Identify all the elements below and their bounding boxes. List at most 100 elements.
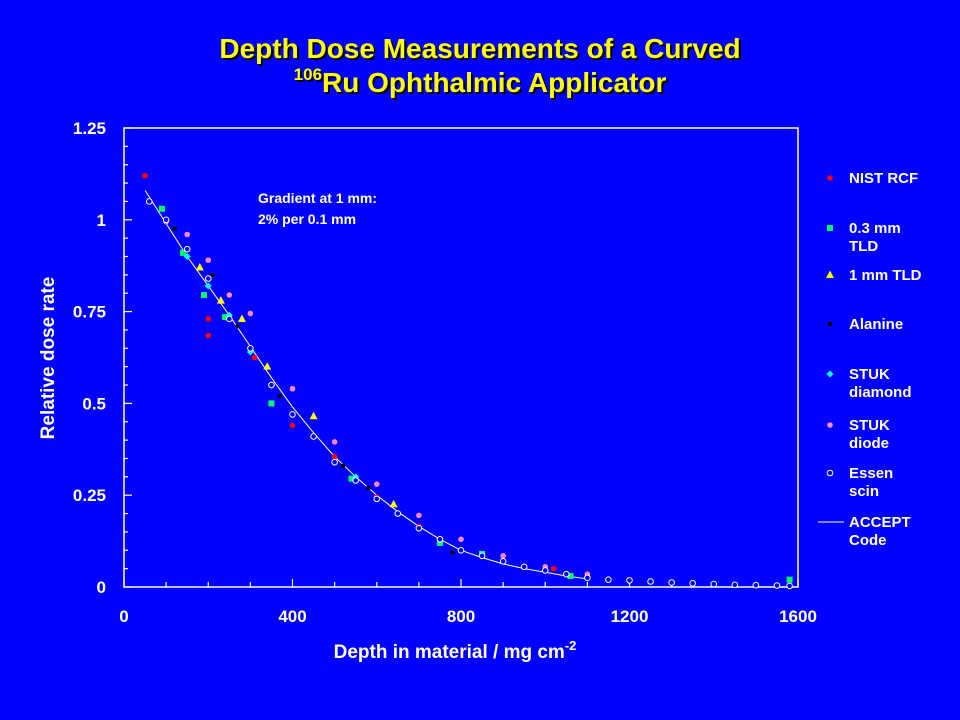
data-point — [668, 579, 675, 586]
legend-label: STUK diode — [849, 417, 890, 452]
series-stuk-diode — [163, 218, 591, 577]
data-point — [179, 249, 186, 256]
series-stuk-diamond — [183, 253, 486, 560]
data-point — [731, 581, 739, 589]
data-point — [205, 316, 212, 322]
legend-item: NIST RCF — [827, 170, 918, 187]
data-point — [310, 433, 317, 440]
y-tick-label: 0 — [97, 578, 106, 597]
series-nist-rcf — [142, 172, 591, 579]
legend-label: NIST RCF — [849, 170, 918, 187]
data-point — [605, 576, 612, 583]
data-point — [520, 563, 528, 571]
data-point — [352, 477, 359, 484]
data-point — [436, 535, 444, 543]
data-point — [205, 257, 212, 263]
x-tick-label: 0 — [119, 607, 128, 626]
data-point — [195, 263, 204, 271]
x-axis-title-text: Depth in material / mg cm — [334, 642, 565, 663]
title-isotope-mass: 106 — [293, 65, 323, 84]
data-point — [289, 385, 296, 392]
x-tick-label: 800 — [447, 607, 475, 626]
x-tick-label: 400 — [278, 607, 306, 626]
data-point — [786, 576, 793, 583]
legend-item: Alanine — [828, 316, 903, 333]
legend-label: STUK diamond — [849, 366, 912, 401]
legend-item: STUK diamond — [826, 366, 912, 401]
data-point — [226, 315, 233, 323]
legend-marker — [828, 322, 832, 326]
data-point — [204, 275, 212, 282]
chart-title: Depth Dose Measurements of a Curved 106R… — [0, 32, 960, 100]
data-point — [204, 282, 212, 290]
x-axis-title-exponent: -2 — [565, 638, 577, 653]
data-point — [563, 570, 570, 578]
legend-label: ACCEPT Code — [849, 514, 911, 549]
data-point — [394, 510, 402, 517]
data-point — [309, 411, 318, 420]
data-point — [341, 463, 346, 468]
data-point — [500, 552, 506, 559]
data-point — [331, 453, 338, 460]
title-line-2-text: Ru Ophthalmic Applicator — [322, 67, 667, 98]
data-point — [237, 314, 246, 322]
data-point — [145, 198, 153, 205]
legend-label: 0.3 mm TLD — [849, 220, 901, 255]
data-point — [289, 422, 296, 429]
data-point — [450, 550, 455, 555]
data-point — [366, 485, 371, 490]
y-tick-labels: 0 0.25 0.5 0.75 1 1.25 — [73, 119, 106, 597]
data-point — [247, 310, 254, 317]
data-point — [289, 411, 296, 418]
data-point — [647, 578, 654, 585]
legend-marker — [826, 469, 834, 477]
y-tick-label: 1.25 — [73, 119, 106, 138]
axis-ticks — [123, 127, 799, 588]
legend-item: ACCEPT Code — [818, 514, 911, 549]
data-point — [478, 552, 486, 560]
data-point — [201, 292, 208, 299]
y-tick-label: 0.5 — [82, 394, 106, 413]
accept-code-curve — [144, 190, 588, 580]
data-point — [786, 582, 793, 590]
series-essen-scin — [145, 198, 793, 590]
data-point — [348, 475, 355, 482]
data-point — [458, 536, 464, 543]
x-tick-label: 1600 — [779, 607, 817, 626]
legend-label: Essen scin — [849, 465, 893, 500]
title-line-1: Depth Dose Measurements of a Curved — [219, 33, 741, 64]
data-point — [277, 394, 282, 399]
y-tick-label: 1 — [97, 211, 106, 230]
data-point — [216, 296, 225, 304]
y-tick-label: 0.25 — [73, 486, 106, 505]
data-point — [331, 458, 338, 466]
legend-label: Alanine — [849, 316, 903, 333]
data-point — [499, 557, 507, 565]
data-point — [373, 481, 380, 487]
data-point — [158, 205, 165, 212]
legend-item: 1 mm TLD — [826, 267, 922, 284]
data-point — [415, 524, 423, 532]
data-point — [172, 226, 177, 231]
data-point — [235, 324, 240, 329]
data-point — [184, 231, 190, 238]
series-1-mm-tld — [195, 263, 398, 508]
data-point — [550, 565, 557, 572]
legend-marker — [827, 225, 833, 231]
data-point — [626, 577, 633, 584]
data-point — [584, 574, 591, 582]
y-axis-title: Relative dose rate — [38, 277, 59, 440]
data-point — [247, 345, 254, 352]
data-point — [389, 499, 398, 508]
data-point — [183, 253, 191, 261]
data-point — [689, 580, 696, 587]
data-point — [268, 381, 275, 389]
gradient-annotation: Gradient at 1 mm: 2% per 0.1 mm — [258, 190, 381, 227]
data-point — [226, 292, 233, 298]
series-alanine — [172, 226, 569, 577]
data-point — [162, 216, 170, 224]
legend-item: STUK diode — [827, 417, 890, 452]
data-point — [457, 546, 465, 554]
data-point — [567, 572, 574, 579]
plot-area — [123, 127, 799, 588]
